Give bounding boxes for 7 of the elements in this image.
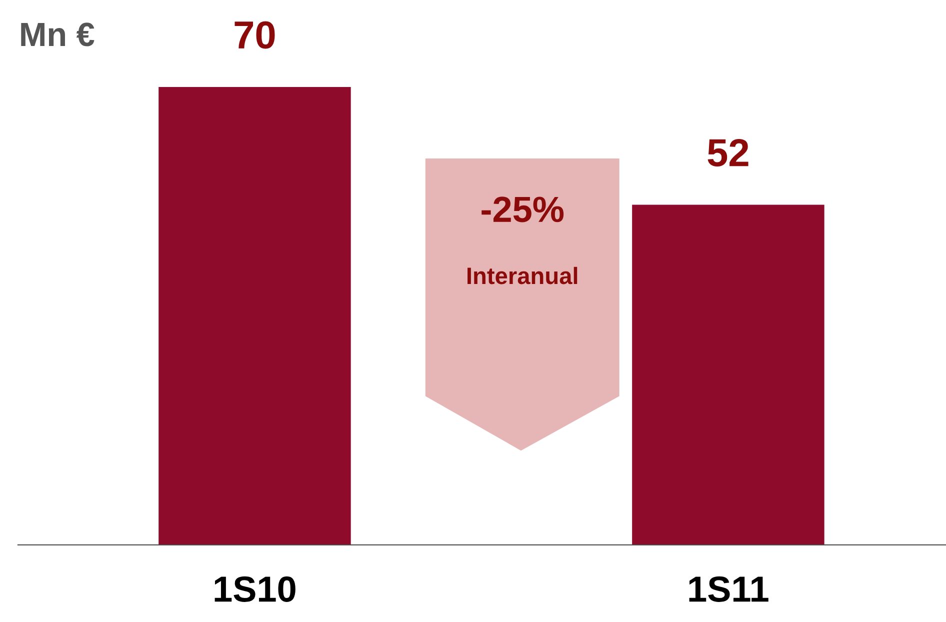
data-label: 52 <box>708 138 748 166</box>
annotation: Interanual <box>468 266 578 284</box>
annotation: -25% <box>482 196 564 222</box>
x-tick-label: 1S10 <box>214 576 296 602</box>
y-axis-title: Mn € <box>21 22 94 46</box>
x-tick-label: 1S11 <box>689 576 768 602</box>
data-label: 70 <box>234 21 275 49</box>
